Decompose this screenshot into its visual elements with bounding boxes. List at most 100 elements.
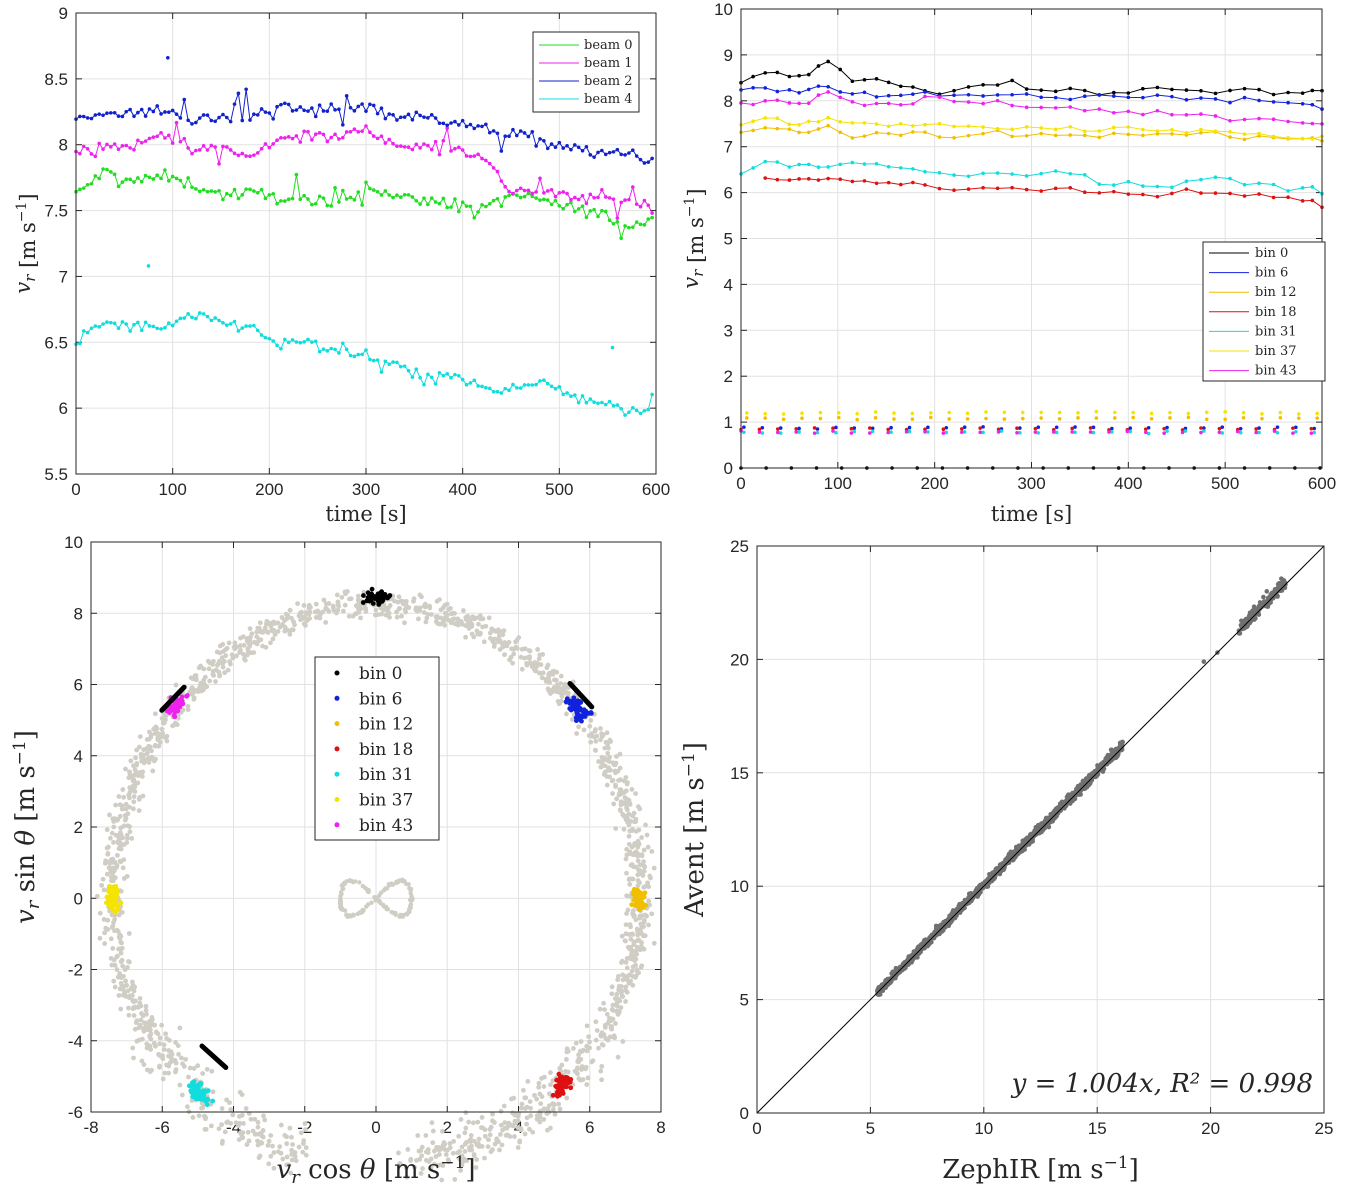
- ring-point: [485, 1144, 491, 1150]
- data-point: [515, 386, 519, 390]
- data-point: [538, 137, 542, 141]
- data-point: [429, 113, 434, 117]
- ring-point: [429, 1120, 435, 1126]
- data-point: [437, 121, 442, 125]
- bin-point: [179, 698, 185, 704]
- ring-point: [498, 1108, 504, 1114]
- low-point: [1165, 429, 1169, 433]
- y-tick-label: 5.5: [44, 465, 68, 484]
- ring-point: [157, 1035, 163, 1041]
- ring-point: [604, 730, 610, 736]
- data-point: [806, 87, 811, 92]
- ring-point: [204, 1066, 210, 1072]
- data-point: [375, 190, 380, 194]
- ring-point: [119, 909, 125, 915]
- data-point: [101, 113, 105, 118]
- bin-point: [576, 712, 582, 718]
- data-point: [911, 130, 915, 134]
- data-point: [553, 198, 558, 203]
- y-tick-label: 5: [724, 230, 733, 249]
- ring-point: [266, 1138, 272, 1144]
- ring-point: [480, 1125, 485, 1131]
- data-point: [128, 177, 132, 182]
- ring-point: [157, 1064, 162, 1070]
- data-point: [275, 343, 279, 348]
- ring-point: [120, 787, 126, 792]
- data-point: [325, 349, 330, 353]
- y-tick-label: 10: [64, 533, 83, 552]
- data-point: [538, 379, 542, 383]
- data-point: [850, 79, 855, 84]
- data-point: [317, 103, 322, 107]
- data-point: [650, 215, 654, 220]
- low-point: [1018, 426, 1022, 430]
- ring-point: [618, 1005, 624, 1010]
- low-point: [742, 430, 746, 435]
- data-point: [952, 99, 956, 104]
- ring-point: [517, 1139, 523, 1145]
- x-tick-label: 400: [1114, 474, 1142, 493]
- ring-point: [587, 723, 593, 729]
- data-point: [402, 115, 407, 119]
- ring-point: [104, 871, 110, 877]
- ring-point: [287, 628, 293, 634]
- x-axis-label: time [s]: [991, 502, 1072, 526]
- low-point: [1257, 430, 1261, 435]
- ring-point: [219, 655, 225, 661]
- data-point: [325, 109, 330, 113]
- data-point: [356, 130, 361, 134]
- data-point: [124, 109, 129, 114]
- low-point: [1070, 430, 1074, 434]
- data-point: [923, 122, 927, 127]
- series-beam-2: [74, 87, 654, 165]
- data-point: [1155, 93, 1160, 97]
- ring-point: [605, 1037, 611, 1043]
- ring-point: [120, 963, 126, 969]
- ring-point: [112, 816, 118, 822]
- data-point: [518, 386, 523, 390]
- data-point: [348, 129, 353, 134]
- data-point: [221, 197, 225, 202]
- low-point: [852, 426, 857, 430]
- legend-marker: [334, 822, 340, 828]
- data-point: [751, 102, 755, 107]
- legend-label: bin 18: [359, 740, 413, 760]
- data-point: [838, 177, 843, 181]
- data-point: [1228, 88, 1232, 93]
- x-tick-label: 6: [585, 1118, 594, 1137]
- x-tick-label: -6: [155, 1118, 170, 1137]
- ring-point: [630, 932, 636, 937]
- y-axis-label-close: ]: [11, 730, 41, 740]
- data-point: [1271, 100, 1276, 104]
- data-point: [623, 198, 627, 202]
- data-point: [850, 100, 855, 104]
- data-point: [576, 207, 581, 211]
- ring-point: [500, 644, 506, 650]
- ring-point: [635, 858, 641, 864]
- low-point: [1091, 425, 1096, 430]
- data-point: [898, 133, 903, 138]
- series-bin-12: [629, 886, 649, 913]
- bin-point: [366, 591, 372, 597]
- data-point: [1300, 101, 1305, 106]
- ring-point: [124, 873, 130, 879]
- low-point: [1162, 431, 1166, 436]
- data-point: [538, 198, 542, 202]
- data-point: [631, 185, 635, 189]
- ring-point: [566, 690, 571, 696]
- data-point: [580, 394, 585, 398]
- ring-point: [614, 796, 619, 802]
- data-point: [271, 339, 276, 343]
- data-point: [395, 118, 399, 122]
- x-tick-label: 2: [443, 1118, 452, 1137]
- y-tick-label: 6: [59, 399, 68, 418]
- data-point: [874, 122, 879, 126]
- ring-point: [243, 1106, 249, 1111]
- bin-point: [172, 714, 178, 720]
- data-point: [371, 103, 376, 108]
- data-point: [236, 329, 241, 333]
- data-point: [360, 102, 364, 106]
- ring-point: [613, 770, 618, 776]
- bin-point: [580, 708, 586, 714]
- ring-point: [445, 1147, 450, 1153]
